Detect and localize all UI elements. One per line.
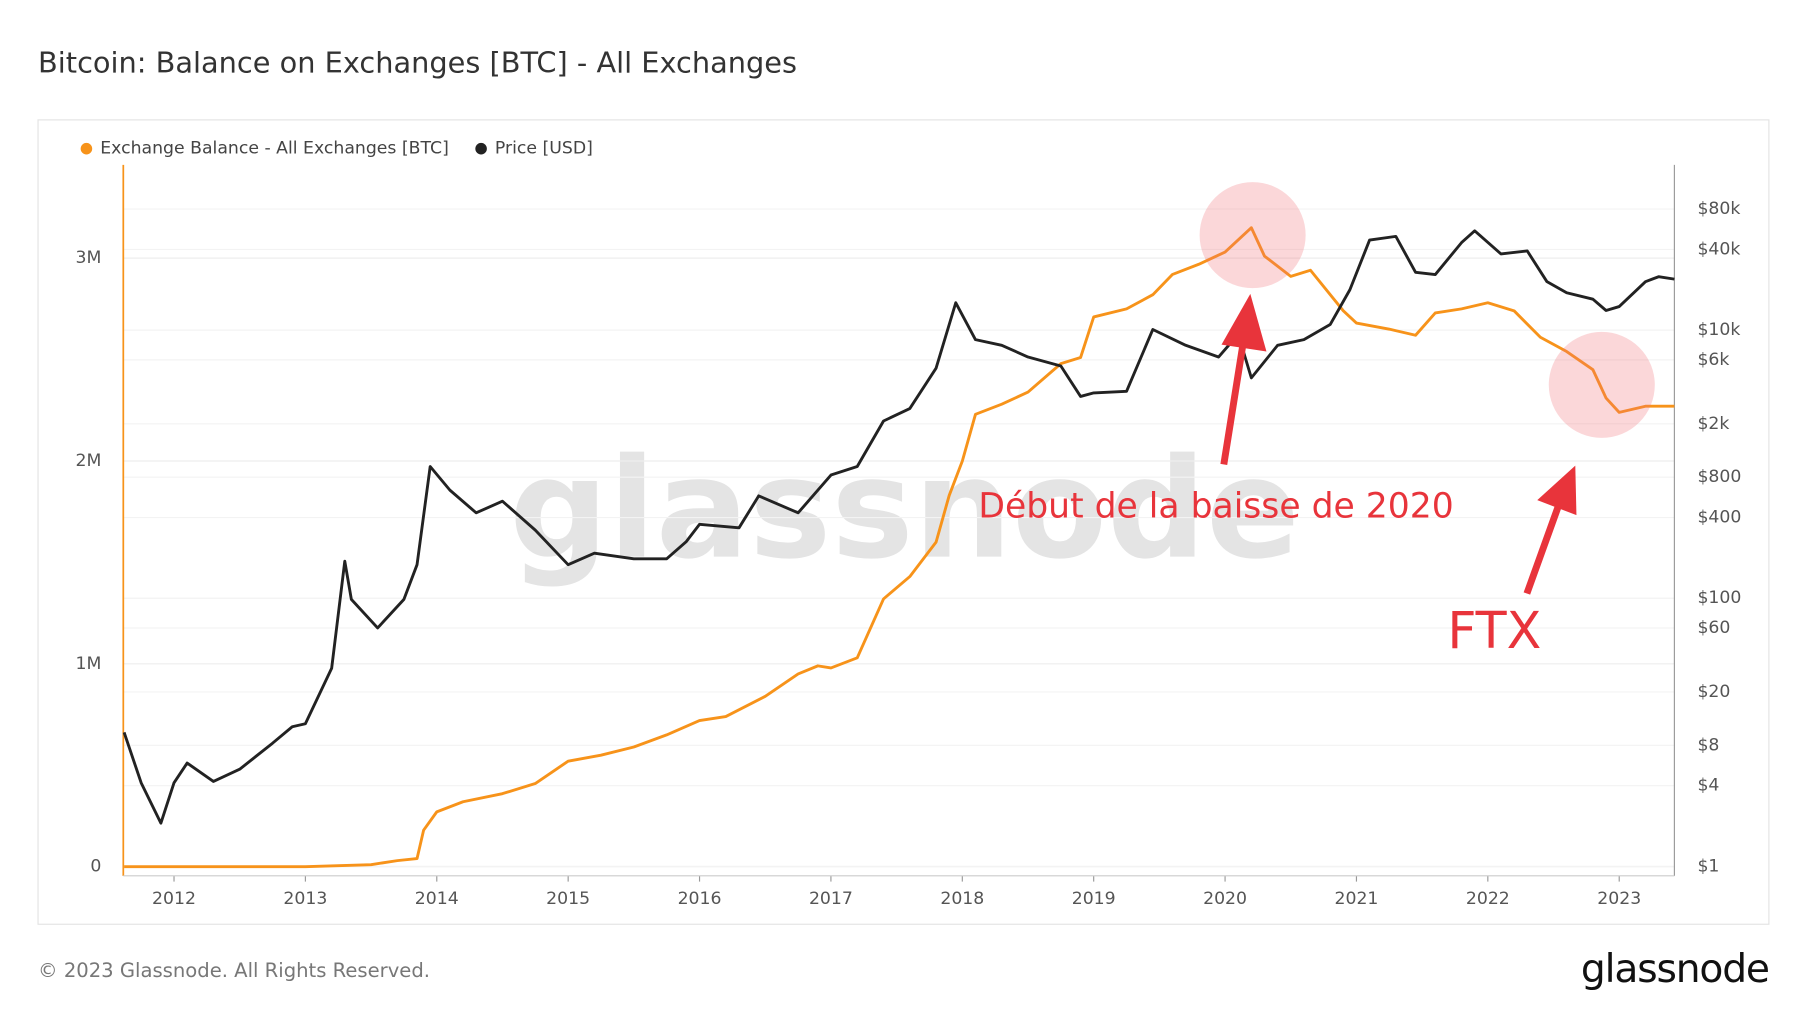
y2-tick-label: $20 [1697,682,1730,702]
legend-label: Exchange Balance - All Exchanges [BTC] [100,139,449,159]
watermark: glassnode [509,429,1299,590]
legend-label: Price [USD] [495,139,593,159]
chart-title: Bitcoin: Balance on Exchanges [BTC] - Al… [38,46,797,80]
y-tick-label: 3M [76,248,102,268]
highlight-circle [1199,182,1306,289]
arrow-head [1537,465,1577,516]
y2-tick-label: $4 [1697,776,1719,796]
annotation: FTX [1447,601,1541,660]
highlight-circle [1548,331,1655,438]
footer: © 2023 Glassnode. All Rights Reserved. [38,959,430,982]
y2-tick-label: $2k [1697,414,1729,434]
legend-marker [80,142,93,155]
plot-area: 0 1M 2M 3M $1 $4 $8 $20 $60 $100 $400 $800 $2k $6k $10… [76,164,1741,909]
series-line [124,226,1675,869]
y-tick-label: 2M [76,451,102,471]
x-tick-label: 2021 [1334,889,1378,909]
y2-tick-label: $10k [1697,320,1740,340]
y2-tick-label: $800 [1697,467,1741,487]
y2-tick-label: $100 [1697,588,1741,608]
logo: glassnode [1581,947,1769,992]
y2-tick-label: $60 [1697,618,1730,638]
y2-tick-label: $8 [1697,735,1719,755]
legend-marker [475,142,487,155]
x-tick-label: 2017 [809,889,853,909]
arrow-head [1221,293,1267,352]
chart-frame [37,119,1770,925]
y-tick-label: 1M [76,654,102,674]
x-tick-label: 2019 [1072,889,1116,909]
y2-tick-label: $6k [1697,350,1729,370]
x-tick-label: 2015 [546,889,590,909]
x-tick-label: 2020 [1203,889,1247,909]
series-line [122,229,1675,825]
x-tick-label: 2013 [283,889,327,909]
y2-tick-label: $400 [1697,508,1741,528]
annotation: Début de la baisse de 2020 [978,487,1453,527]
x-tick-label: 2012 [152,889,196,909]
x-tick-label: 2014 [415,889,459,909]
y-tick-label: 0 [90,857,101,877]
x-tick-label: 2023 [1597,889,1641,909]
x-tick-label: 2016 [678,889,722,909]
x-tick-label: 2018 [940,889,984,909]
arrow [1523,505,1562,595]
arrow [1220,333,1248,465]
y2-tick-label: $80k [1697,199,1740,219]
x-tick-label: 2022 [1466,889,1510,909]
y2-tick-label: $40k [1697,239,1740,259]
y2-tick-label: $1 [1697,856,1719,876]
